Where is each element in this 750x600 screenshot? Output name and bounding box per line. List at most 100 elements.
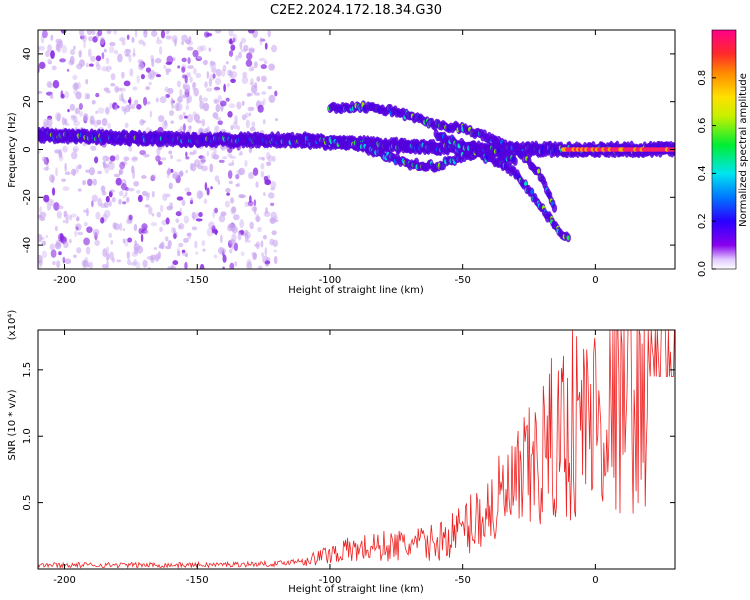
noise-speckle: [187, 232, 192, 240]
noise-speckle: [166, 205, 174, 211]
noise-speckle: [70, 151, 78, 160]
noise-speckle: [39, 206, 42, 214]
noise-speckle: [255, 181, 259, 188]
noise-speckle: [223, 83, 226, 93]
noise-speckle: [89, 63, 94, 67]
noise-speckle: [97, 107, 105, 114]
noise-speckle: [99, 36, 105, 45]
noise-speckle: [96, 119, 102, 126]
noise-speckle: [110, 239, 114, 245]
noise-speckle: [112, 222, 117, 229]
noise-speckle: [85, 62, 89, 68]
noise-speckle: [72, 82, 79, 91]
noise-speckle: [100, 185, 106, 193]
noise-speckle: [154, 58, 162, 64]
noise-speckle: [229, 262, 235, 269]
noise-speckle: [261, 75, 267, 83]
noise-speckle: [131, 36, 135, 43]
noise-speckle: [64, 90, 70, 99]
noise-speckle: [83, 113, 89, 122]
noise-speckle: [38, 61, 46, 70]
noise-speckle: [63, 210, 68, 218]
noise-speckle: [114, 104, 118, 111]
noise-speckle: [41, 156, 47, 162]
noise-speckle: [192, 49, 199, 58]
noise-speckle: [212, 154, 220, 160]
noise-speckle: [195, 218, 203, 222]
noise-speckle: [141, 120, 147, 124]
noise-speckle: [133, 223, 138, 232]
noise-speckle: [195, 251, 199, 255]
noise-speckle: [131, 156, 138, 161]
noise-speckle: [195, 212, 199, 220]
noise-speckle: [138, 62, 145, 71]
noise-speckle: [49, 93, 54, 100]
noise-speckle: [187, 57, 191, 64]
noise-speckle: [177, 65, 181, 69]
noise-speckle: [270, 187, 275, 191]
noise-speckle: [222, 64, 227, 72]
noise-speckle: [192, 82, 196, 91]
noise-speckle: [206, 32, 213, 37]
noise-speckle: [182, 112, 186, 116]
noise-speckle: [106, 30, 112, 35]
noise-speckle: [61, 256, 66, 261]
noise-speckle: [270, 180, 277, 190]
noise-speckle: [181, 66, 186, 73]
noise-speckle: [39, 211, 47, 219]
noise-speckle: [101, 264, 108, 269]
noise-speckle: [186, 46, 194, 51]
noise-speckle: [255, 241, 261, 250]
noise-speckle: [218, 159, 225, 163]
noise-speckle: [230, 71, 238, 79]
noise-speckle: [228, 50, 234, 57]
noise-speckle: [220, 248, 227, 254]
noise-speckle: [184, 75, 188, 84]
noise-speckle: [69, 103, 76, 111]
noise-speckle: [141, 223, 148, 231]
noise-speckle: [122, 194, 127, 199]
noise-speckle: [131, 170, 136, 180]
noise-speckle: [247, 106, 254, 112]
noise-speckle: [170, 97, 174, 106]
noise-speckle: [167, 87, 174, 95]
noise-speckle: [133, 259, 138, 266]
noise-speckle: [246, 261, 253, 269]
noise-speckle: [183, 237, 189, 243]
noise-speckle: [150, 221, 158, 227]
noise-speckle: [134, 239, 137, 247]
noise-speckle: [64, 171, 71, 176]
noise-speckle: [217, 94, 222, 102]
noise-speckle: [202, 102, 210, 112]
noise-speckle: [51, 175, 55, 184]
noise-speckle: [231, 242, 235, 250]
noise-speckle: [160, 241, 165, 250]
noise-speckle: [105, 195, 110, 203]
noise-speckle: [167, 169, 172, 175]
noise-speckle: [196, 190, 203, 200]
noise-speckle: [244, 159, 248, 167]
noise-speckle: [106, 156, 110, 162]
noise-speckle: [142, 96, 148, 106]
noise-speckle: [181, 249, 186, 254]
noise-speckle: [77, 164, 82, 170]
noise-speckle: [205, 87, 213, 92]
noise-speckle: [194, 240, 198, 249]
noise-speckle: [166, 55, 174, 65]
noise-speckle: [239, 150, 243, 155]
noise-speckle: [232, 33, 238, 43]
noise-speckle: [109, 41, 116, 47]
noise-speckle: [226, 83, 230, 88]
noise-speckle: [155, 74, 162, 78]
noise-speckle: [61, 178, 67, 182]
noise-speckle: [129, 68, 134, 77]
noise-speckle: [254, 92, 261, 96]
noise-speckle: [45, 234, 49, 239]
noise-speckle: [81, 34, 87, 43]
noise-speckle: [243, 44, 249, 52]
noise-speckle: [254, 82, 258, 89]
snr-y-label: SNR (10 * v/v): [7, 389, 18, 460]
noise-speckle: [220, 234, 223, 244]
noise-speckle: [241, 75, 249, 85]
y-tick-label: 1.5: [22, 362, 33, 378]
